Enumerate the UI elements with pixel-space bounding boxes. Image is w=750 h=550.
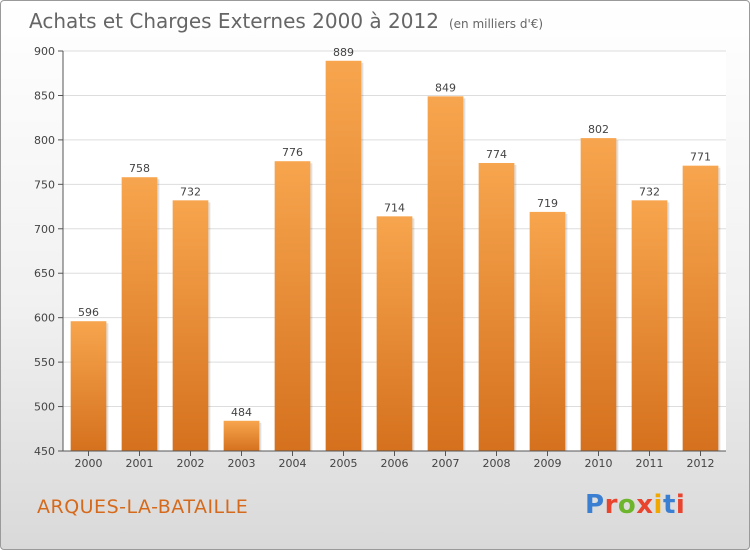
y-tick-label: 900	[34, 45, 55, 58]
x-tick-label: 2004	[279, 457, 307, 470]
x-tick-label: 2008	[483, 457, 511, 470]
logo-letter: r	[604, 490, 618, 520]
value-label: 849	[435, 81, 456, 94]
value-label: 889	[333, 46, 354, 59]
x-tick-label: 2005	[330, 457, 358, 470]
logo-letter: i	[675, 490, 686, 520]
y-tick-label: 500	[34, 401, 55, 414]
bar-2003	[223, 420, 260, 451]
bar-2011	[631, 200, 668, 451]
bar-2000	[70, 321, 107, 451]
value-label: 771	[690, 151, 711, 164]
x-tick-label: 2012	[687, 457, 715, 470]
y-tick-label: 450	[34, 445, 55, 458]
location-name: ARQUES-LA-BATAILLE	[37, 496, 249, 518]
logo-letter: o	[617, 490, 637, 520]
proxiti-logo[interactable]: Proxiti	[585, 490, 685, 520]
x-tick-label: 2003	[228, 457, 256, 470]
x-tick-label: 2002	[177, 457, 205, 470]
chart-title: Achats et Charges Externes 2000 à 2012 (e…	[29, 9, 543, 33]
value-label: 714	[384, 201, 405, 214]
bar-2007	[427, 96, 464, 451]
logo-letter: t	[662, 490, 676, 520]
bar-2012	[682, 165, 719, 451]
x-tick-label: 2011	[636, 457, 664, 470]
bar-2002	[172, 200, 209, 451]
y-tick-label: 550	[34, 356, 55, 369]
axes: 450 500 550 600 650 700 750 800 850 900 2000 2001 20…	[34, 45, 726, 470]
x-tick-label: 2010	[585, 457, 613, 470]
value-label: 776	[282, 146, 303, 159]
x-tick-label: 2000	[75, 457, 103, 470]
logo-letter: x	[636, 490, 654, 520]
value-label: 802	[588, 123, 609, 136]
y-tick-label: 850	[34, 89, 55, 102]
bar-2008	[478, 163, 515, 451]
logo-letter: i	[653, 490, 663, 520]
bar-2004	[274, 161, 311, 451]
y-tick-label: 700	[34, 223, 55, 236]
bar-2005	[325, 60, 362, 452]
value-label: 774	[486, 148, 507, 161]
x-tick-label: 2006	[381, 457, 409, 470]
value-label: 719	[537, 197, 558, 210]
value-label: 596	[78, 306, 99, 319]
bars: 596 758 732 484 776 889 714 849 774 719 802 732 771	[70, 46, 721, 452]
x-tick-label: 2001	[126, 457, 154, 470]
value-label: 732	[180, 185, 201, 198]
chart-title-text: Achats et Charges Externes 2000 à 2012	[29, 9, 439, 33]
value-label: 758	[129, 162, 150, 175]
y-tick-label: 600	[34, 312, 55, 325]
value-label: 732	[639, 185, 660, 198]
bar-2001	[121, 177, 158, 451]
value-label: 484	[231, 406, 252, 419]
x-tick-label: 2009	[534, 457, 562, 470]
bar-2006	[376, 216, 413, 451]
y-tick-label: 750	[34, 178, 55, 191]
bar-2009	[529, 211, 566, 451]
bar-2010	[580, 138, 617, 451]
logo-letter: P	[585, 490, 605, 520]
y-tick-label: 650	[34, 267, 55, 280]
x-tick-label: 2007	[432, 457, 460, 470]
chart-subtitle: (en milliers d'€)	[448, 17, 544, 31]
y-tick-label: 800	[34, 134, 55, 147]
